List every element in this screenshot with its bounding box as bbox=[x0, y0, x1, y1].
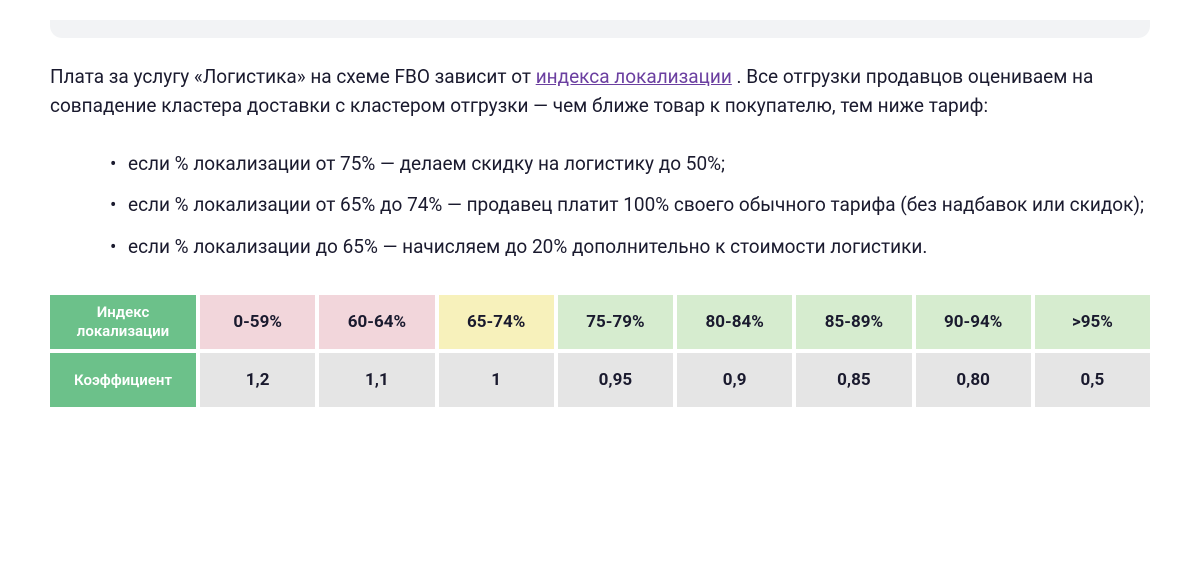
coef-cell: 1 bbox=[439, 353, 558, 407]
coef-cell: 0,80 bbox=[916, 353, 1035, 407]
paragraph-text-before: Плата за услугу «Логистика» на схеме FBO… bbox=[50, 65, 536, 88]
row-label-coef: Коэффициент bbox=[50, 353, 200, 407]
document-container: Плата за услугу «Логистика» на схеме FBO… bbox=[0, 0, 1200, 441]
table-row-coefs: Коэффициент 1,21,110,950,90,850,800,5 bbox=[50, 353, 1150, 411]
table-row-ranges: Индекс локализации 0-59%60-64%65-74%75-7… bbox=[50, 295, 1150, 353]
bullet-item: если % локализации до 65% — начисляем до… bbox=[110, 232, 1150, 261]
range-cell: 65-74% bbox=[439, 295, 558, 349]
row-label-index: Индекс локализации bbox=[50, 295, 200, 349]
bullet-item: если % локализации от 65% до 74% — прода… bbox=[110, 190, 1150, 219]
range-cell: 85-89% bbox=[796, 295, 915, 349]
range-cell: 60-64% bbox=[319, 295, 438, 349]
intro-paragraph: Плата за услугу «Логистика» на схеме FBO… bbox=[50, 62, 1150, 121]
bullet-item: если % локализации от 75% — делаем скидк… bbox=[110, 149, 1150, 178]
coef-cell: 0,85 bbox=[796, 353, 915, 407]
coef-cell: 0,5 bbox=[1035, 353, 1150, 407]
coef-cell: 0,95 bbox=[558, 353, 677, 407]
range-cell: >95% bbox=[1035, 295, 1150, 349]
bullet-list: если % локализации от 75% — делаем скидк… bbox=[50, 149, 1150, 261]
range-cell: 80-84% bbox=[677, 295, 796, 349]
localization-table: Индекс локализации 0-59%60-64%65-74%75-7… bbox=[50, 295, 1150, 411]
top-strip bbox=[50, 20, 1150, 38]
range-cell: 90-94% bbox=[916, 295, 1035, 349]
coef-cell: 0,9 bbox=[677, 353, 796, 407]
coef-cell: 1,2 bbox=[200, 353, 319, 407]
range-cell: 0-59% bbox=[200, 295, 319, 349]
range-cell: 75-79% bbox=[558, 295, 677, 349]
coef-cell: 1,1 bbox=[319, 353, 438, 407]
localization-index-link[interactable]: индекса локализации bbox=[536, 65, 732, 88]
